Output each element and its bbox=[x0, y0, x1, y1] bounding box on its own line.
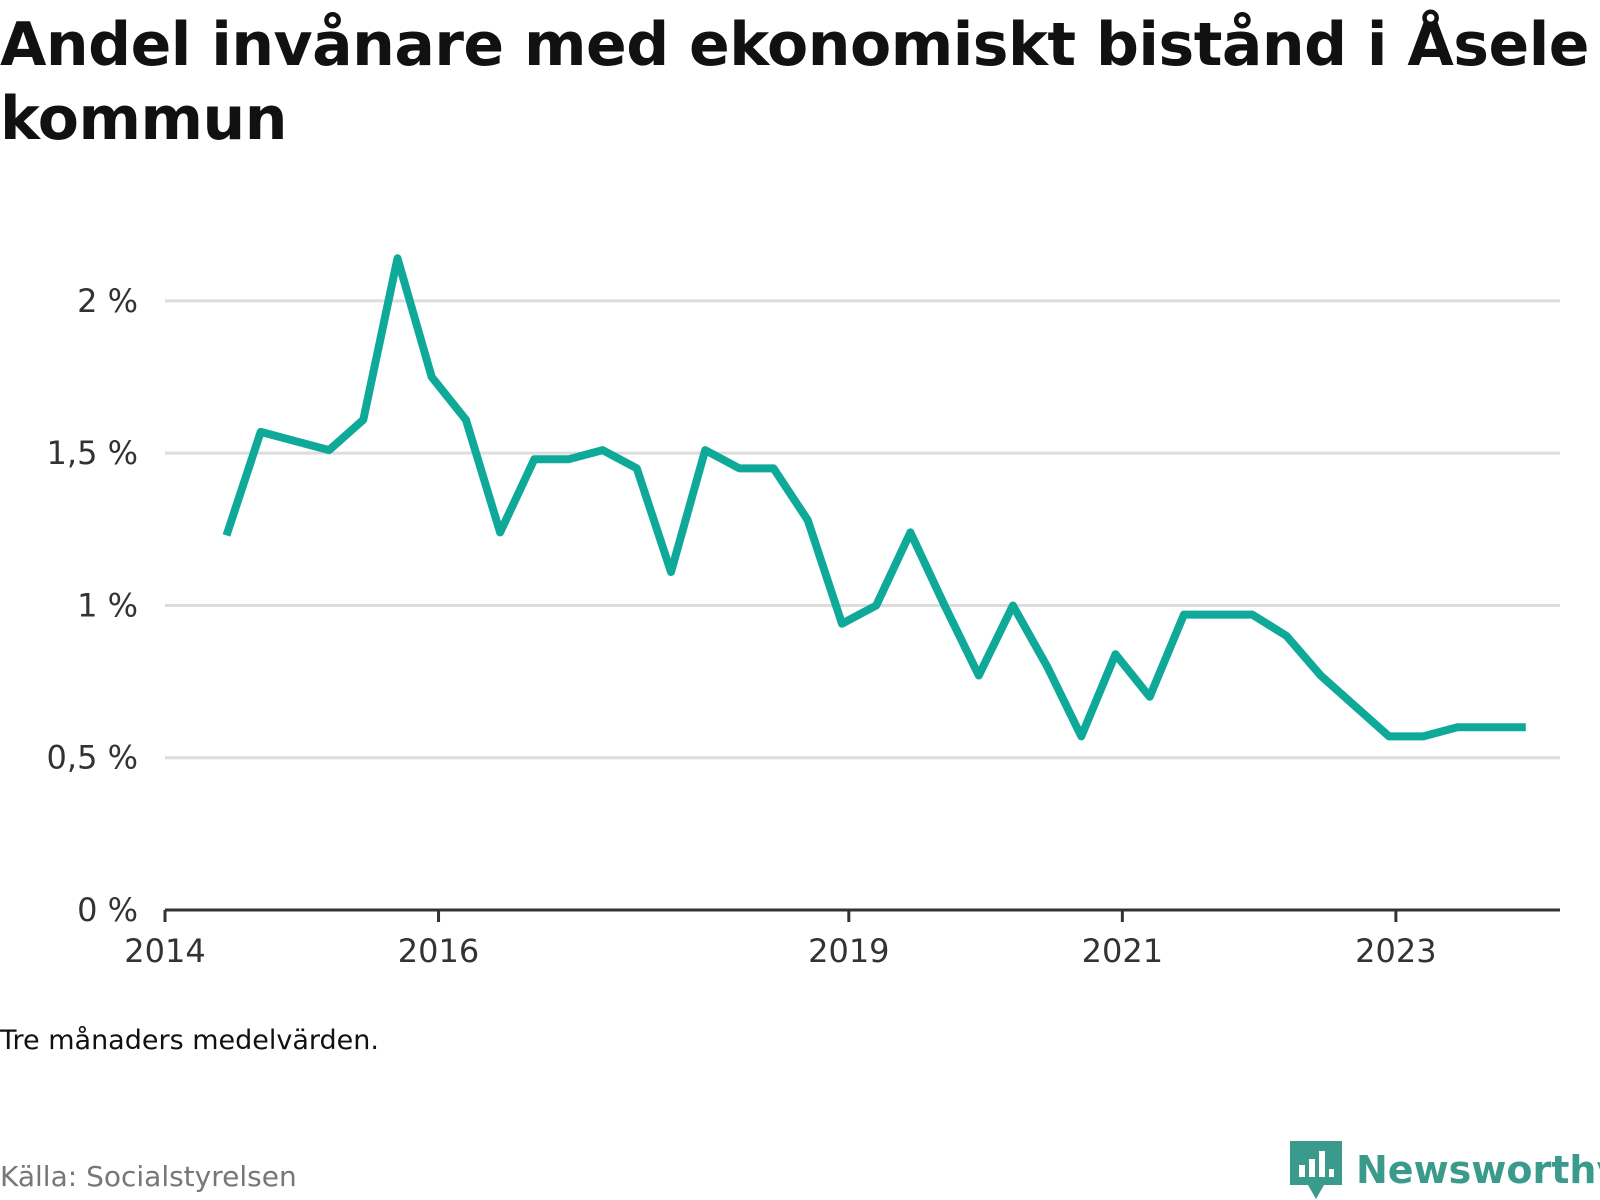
y-tick-label: 2 % bbox=[77, 282, 138, 320]
x-tick-label: 2014 bbox=[124, 932, 205, 970]
y-tick-label: 0,5 % bbox=[47, 739, 138, 777]
x-tick-label: 2023 bbox=[1355, 932, 1436, 970]
y-tick-label: 1,5 % bbox=[47, 434, 138, 472]
series-line bbox=[222, 254, 1526, 741]
source-text: Källa: Socialstyrelsen bbox=[0, 1160, 297, 1193]
line-chart: 0 % 0,5 % 1 % 1,5 % 2 % 2014 2016 2019 2021 2023 bbox=[47, 254, 1560, 970]
chart-note: Tre månaders medelvärden. bbox=[0, 1025, 379, 1056]
x-axis-ticks: 2014 2016 2019 2021 2023 bbox=[124, 910, 1437, 970]
newsworthy-logo-icon bbox=[1290, 1141, 1342, 1199]
x-tick-label: 2019 bbox=[808, 932, 889, 970]
brand-logo: Newsworthy bbox=[1290, 1140, 1600, 1200]
y-axis-ticks: 0 % 0,5 % 1 % 1,5 % 2 % bbox=[47, 282, 138, 929]
chart-title: Andel invånare med ekonomiskt bistånd i … bbox=[0, 10, 1589, 154]
x-tick-label: 2021 bbox=[1082, 932, 1163, 970]
grid-lines bbox=[165, 299, 1560, 760]
x-tick-label: 2016 bbox=[398, 932, 479, 970]
y-tick-label: 1 % bbox=[77, 586, 138, 624]
brand-name: Newsworthy bbox=[1356, 1148, 1600, 1192]
y-tick-label: 0 % bbox=[77, 891, 138, 929]
